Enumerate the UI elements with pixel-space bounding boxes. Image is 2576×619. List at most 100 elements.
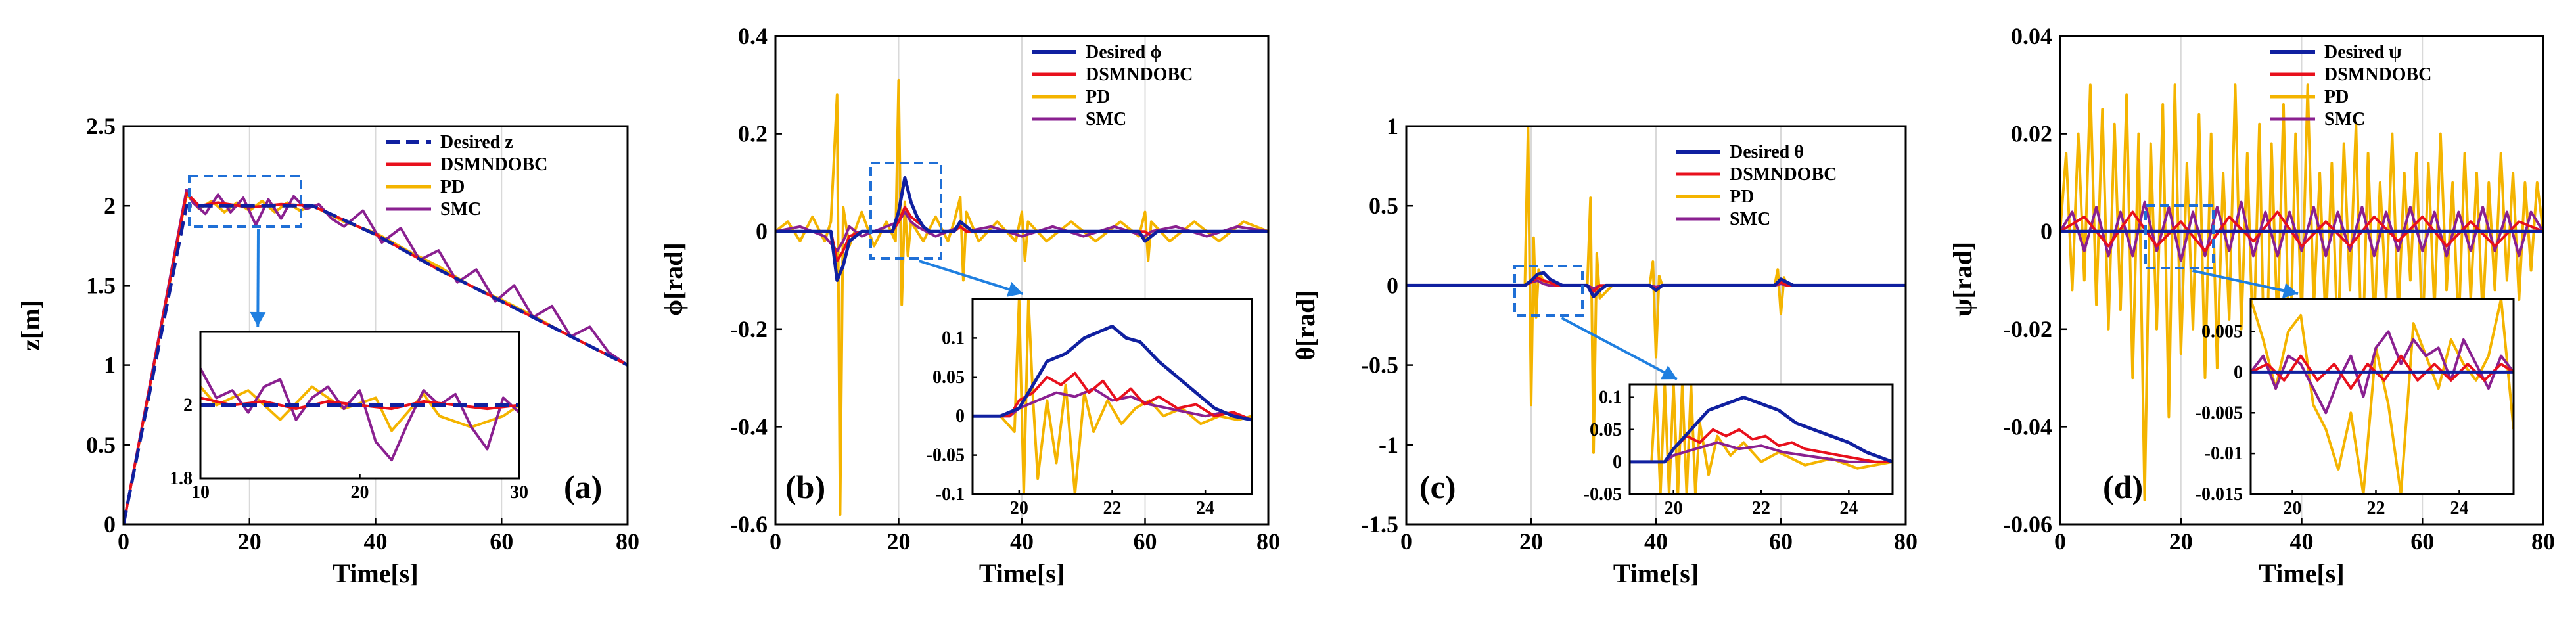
panel-c-xtick-label: 40: [1644, 528, 1668, 555]
panel-c-inset-xtick-label: 24: [1839, 498, 1858, 518]
panel-d-xtick-label: 60: [2410, 528, 2434, 555]
panel-d-inset-plot-area: [2251, 299, 2514, 494]
panel-c-xtick-label: 80: [1894, 528, 1918, 555]
panel-b-ytick-label: -0.2: [730, 316, 768, 342]
panel-b-inset-ytick-label: 0.05: [932, 367, 965, 388]
panel-d-inset-frame: [2249, 298, 2515, 495]
panel-c-inset-xtick-label: 22: [1752, 498, 1770, 518]
panel-a-inset-xtick-label: 20: [351, 482, 369, 503]
panel-c-inset-frame: [1628, 383, 1894, 495]
panel-a-xlabel: Time[s]: [333, 559, 418, 588]
panel-a-xtick-label: 20: [238, 528, 262, 555]
panel-a-legend-label: DSMNDOBC: [440, 154, 547, 175]
panel-b-ytick-label: 0.2: [738, 121, 768, 147]
panel-a-inset-frame: [199, 331, 520, 480]
panel-d-zoom-arrowhead: [2282, 283, 2298, 298]
panel-d-inset-ytick-label: -0.01: [2205, 444, 2243, 464]
panel-c-inset: 20 22 24 -0.05 0 0.05 0.1: [1584, 383, 1894, 518]
panel-b-inset-line-desired-: [973, 325, 1252, 422]
panel-b-inset-xtick-label: 24: [1196, 498, 1214, 518]
panel-a-ytick-label: 0: [104, 511, 116, 538]
panel-b-inset-ytick-label: 0.1: [942, 328, 965, 348]
panel-d-frame: [2059, 35, 2544, 526]
panel-b-ytick-label: 0: [756, 218, 768, 244]
panel-c-ytick-label: 1: [1387, 113, 1398, 139]
panel-b-inset-ytick-label: -0.1: [936, 484, 965, 505]
panel-a-xtick-label: 0: [118, 528, 129, 555]
panel-d-panel-label: (d): [2103, 469, 2143, 505]
panel-a-xtick-label: 80: [616, 528, 639, 555]
panel-d-ytick-label: -0.04: [2003, 413, 2052, 440]
panel-b-xtick-label: 80: [1256, 528, 1280, 555]
panel-a-line-smc: [124, 189, 628, 524]
panel-d-inset-xtick-label: 22: [2366, 498, 2385, 518]
panel-b-legend-label: PD: [1086, 87, 1110, 107]
panel-b-inset-xtick-label: 20: [1010, 498, 1028, 518]
panel-a-ytick-label: 2: [104, 193, 116, 219]
panel-c-inset-line-smc: [1630, 441, 1893, 463]
panel-d-zoom-box: [2144, 204, 2215, 269]
panel-c-inset-line-desired-: [1630, 396, 1893, 464]
panel-c-zoom-arrow: [1561, 317, 1678, 380]
panel-a-ytick-label: 2.5: [86, 113, 116, 139]
panel-b-line-desired-: [775, 176, 1268, 282]
panel-c-inset-xtick-label: 20: [1665, 498, 1683, 518]
panel-b-xtick-label: 60: [1134, 528, 1157, 555]
panel-b-xlabel: Time[s]: [979, 559, 1065, 588]
panel-c-inset-ytick-label: 0: [1613, 452, 1622, 472]
panel-c-line-desired-: [1406, 271, 1906, 298]
panel-a-legend-label: PD: [440, 177, 465, 197]
panel-d-inset-line-dsmndobc: [2251, 354, 2514, 390]
panel-b-xtick-label: 0: [770, 528, 781, 555]
panel-d-line-dsmndobc: [2060, 210, 2543, 252]
panel-c-zoom-arrowhead: [1660, 365, 1677, 380]
panel-c-panel-label: (c): [1419, 469, 1456, 505]
panel-d-legend-label: Desired ψ: [2324, 42, 2402, 62]
panel-c-ytick-label: 0.5: [1369, 193, 1398, 219]
panel-b-line-pd: [775, 78, 1268, 516]
panel-a-frame: [122, 125, 629, 526]
panel-c-inset-line-pd: [1630, 384, 1893, 494]
panel-d-xlabel: Time[s]: [2259, 559, 2344, 588]
panel-c-legend-label: DSMNDOBC: [1730, 164, 1837, 185]
panel-b-inset-ytick-label: -0.05: [927, 446, 965, 466]
panel-d-inset-ytick-label: 0: [2234, 362, 2243, 382]
panel-c-xlabel: Time[s]: [1613, 559, 1699, 588]
panel-d-legend-label: SMC: [2324, 109, 2365, 129]
panel-b-ytick-label: -0.6: [730, 511, 768, 538]
panel-c-zoom-box: [1513, 265, 1584, 317]
panel-a-inset-ytick-label: 2: [183, 396, 193, 416]
panel-d-zoom-arrow: [2192, 269, 2299, 295]
panel-b-ytick-label: 0.4: [738, 23, 768, 49]
panel-a-ytick-label: 0.5: [86, 432, 116, 458]
panel-c-xtick-label: 0: [1400, 528, 1412, 555]
panel-d-ytick-label: 0.02: [2011, 121, 2052, 147]
panel-c-legend-label: PD: [1730, 187, 1754, 207]
panel-a-xtick-label: 60: [490, 528, 513, 555]
panel-a-inset-xtick-label: 30: [510, 482, 528, 503]
panel-c-ytick-label: -1: [1379, 432, 1398, 458]
panel-d-xtick-label: 40: [2290, 528, 2314, 555]
panel-a: 0 20 40 60 80 0 0.5 1 1.5 2 2.5 Time[s] z[m] 10 20 30 1.…: [16, 113, 639, 588]
panel-a-legend-label: Desired z: [440, 132, 513, 152]
panel-d-line-smc: [2060, 200, 2543, 262]
panel-c-line-pd: [1406, 126, 1906, 454]
panel-c-ytick-label: -0.5: [1361, 352, 1398, 378]
panel-b-inset-xtick-label: 22: [1103, 498, 1122, 518]
panel-b-inset-frame: [971, 298, 1253, 495]
panel-a-inset: 10 20 30 1.8 2: [170, 331, 528, 503]
panel-a-inset-ytick-label: 1.8: [170, 469, 193, 489]
panel-b-zoom-arrowhead: [1006, 281, 1023, 297]
panel-b-xtick-label: 20: [887, 528, 911, 555]
panel-d-inset: 20 22 24 -0.015 -0.01 -0.005 0 0.005: [2196, 298, 2515, 518]
panel-a-zoom-box: [188, 175, 302, 228]
panel-c-ytick-label: -1.5: [1361, 511, 1398, 538]
panel-c-inset-ytick-label: 0.05: [1590, 420, 1622, 440]
panel-c-xtick-label: 20: [1519, 528, 1543, 555]
panel-a-legend-label: SMC: [440, 199, 481, 219]
